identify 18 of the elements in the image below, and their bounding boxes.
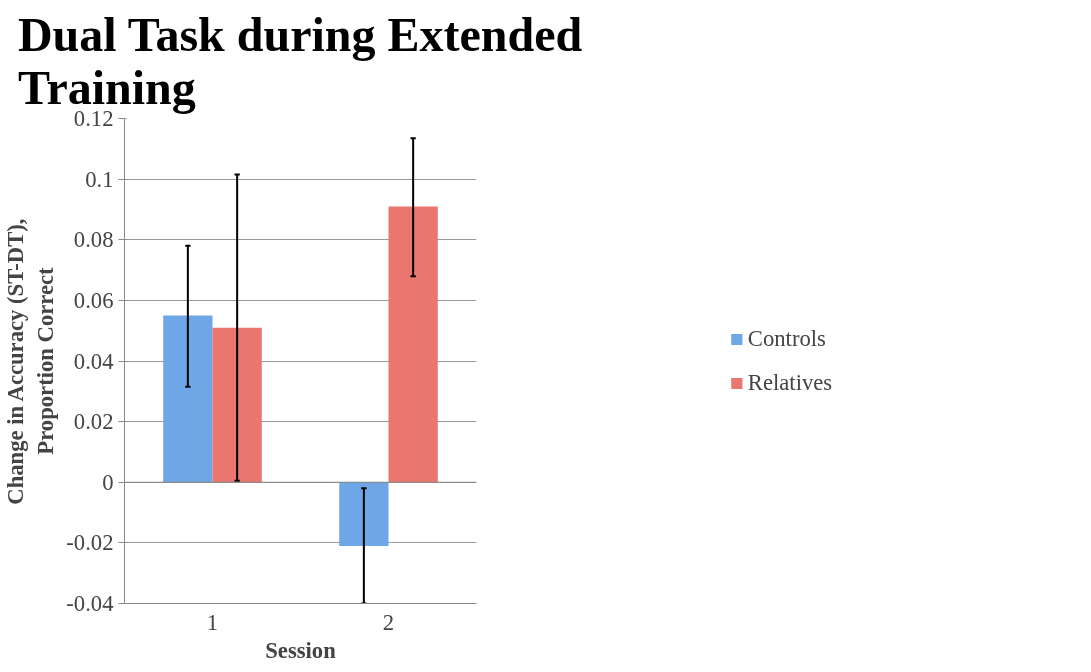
y-tick-label: 0.04 [73, 348, 114, 374]
bar [163, 315, 213, 483]
y-tick-label: 0.1 [85, 166, 114, 192]
bar [212, 327, 262, 483]
y-tick-label: -0.04 [66, 591, 114, 616]
x-tick-label: 2 [382, 609, 395, 635]
legend-label: Controls [747, 325, 826, 352]
y-tick-label: 0.06 [73, 287, 114, 313]
y-tick-label: -0.02 [66, 530, 114, 556]
bar [339, 482, 389, 546]
legend-label: Relatives [747, 369, 833, 396]
y-tick-label: 0.02 [73, 409, 114, 435]
y-tick-label: 0 [102, 469, 114, 495]
y-axis-title: Change in Accuracy (ST-DT), Proportion Correct [3, 218, 59, 505]
x-tick-label: 1 [206, 609, 219, 635]
x-axis-title: Session [265, 637, 337, 663]
bar [388, 206, 438, 483]
y-tick-label: 0.08 [73, 227, 114, 253]
